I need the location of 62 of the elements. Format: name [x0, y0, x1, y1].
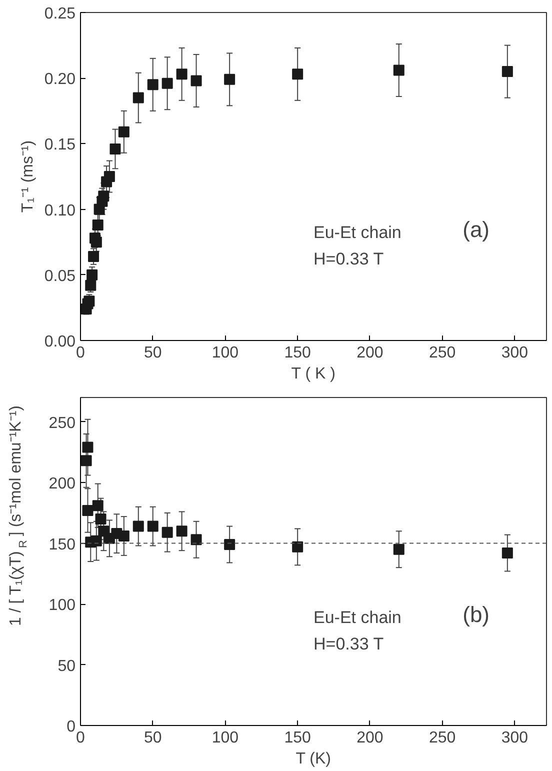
annotation: (a) [462, 217, 490, 242]
point [118, 530, 130, 542]
point [292, 68, 304, 80]
x-tick-label: 150 [284, 344, 312, 362]
point [393, 544, 404, 555]
point [502, 547, 513, 558]
annotation: Eu-Et chain [314, 608, 402, 628]
x-axis-title: T (K) [296, 750, 331, 768]
x-tick-label: 250 [428, 344, 456, 362]
y-tick-label: 0.10 [44, 202, 76, 220]
point [104, 171, 115, 182]
annotation: (b) [462, 602, 490, 628]
point [224, 74, 236, 85]
point [176, 68, 188, 80]
x-axis-title: T ( K ) [291, 366, 336, 382]
y-tick-label: 0.25 [44, 6, 76, 22]
y-tick-label: 0.00 [44, 334, 76, 350]
x-tick-label: 200 [356, 344, 384, 362]
y-tick-label: 0.15 [44, 136, 76, 154]
point [92, 500, 104, 512]
point [502, 66, 513, 78]
point [393, 64, 404, 76]
y-tick-label: 150 [48, 536, 76, 554]
point [86, 269, 98, 280]
point [110, 143, 121, 154]
point [292, 541, 304, 552]
x-tick-label: 250 [428, 730, 456, 746]
x-tick-label: 100 [212, 344, 239, 362]
x-tick-label: 200 [356, 730, 384, 746]
x-tick-label: 50 [144, 730, 162, 746]
x-tick-label: 50 [144, 344, 162, 362]
y-tick-label: 0.05 [44, 268, 76, 285]
point [147, 79, 158, 90]
point [132, 92, 144, 104]
x-tick-label: 150 [284, 730, 312, 746]
y-axis-title: T₁⁻¹ (ms⁻¹) [19, 140, 36, 213]
y-tick-label: 0.20 [44, 71, 76, 88]
point [82, 442, 94, 453]
point [224, 538, 236, 550]
x-tick-label: 300 [501, 730, 528, 746]
y-tick-label: 50 [58, 658, 76, 675]
y-tick-label: 100 [48, 597, 76, 614]
point [162, 526, 173, 538]
annotation: Eu-Et chain [314, 223, 402, 242]
point [176, 526, 188, 537]
annotation: H=0.33 T [314, 634, 384, 654]
annotation: H=0.33 T [314, 249, 384, 268]
x-tick-label: 100 [212, 730, 239, 746]
point [147, 520, 158, 532]
point [190, 534, 202, 546]
y-tick-label: 200 [48, 476, 76, 493]
y-tick-label: 250 [48, 414, 76, 432]
point [90, 535, 102, 546]
x-tick-label: 300 [501, 344, 528, 362]
y-tick-label: 0 [66, 718, 76, 736]
point [82, 504, 94, 516]
point [132, 520, 144, 532]
y-axis-title: 1 / [ T₁(χT)R ] (s⁻¹mol emu⁻¹K⁻¹) [8, 406, 30, 626]
point [162, 78, 173, 89]
point [190, 75, 202, 86]
point [118, 126, 130, 138]
point [80, 455, 92, 466]
